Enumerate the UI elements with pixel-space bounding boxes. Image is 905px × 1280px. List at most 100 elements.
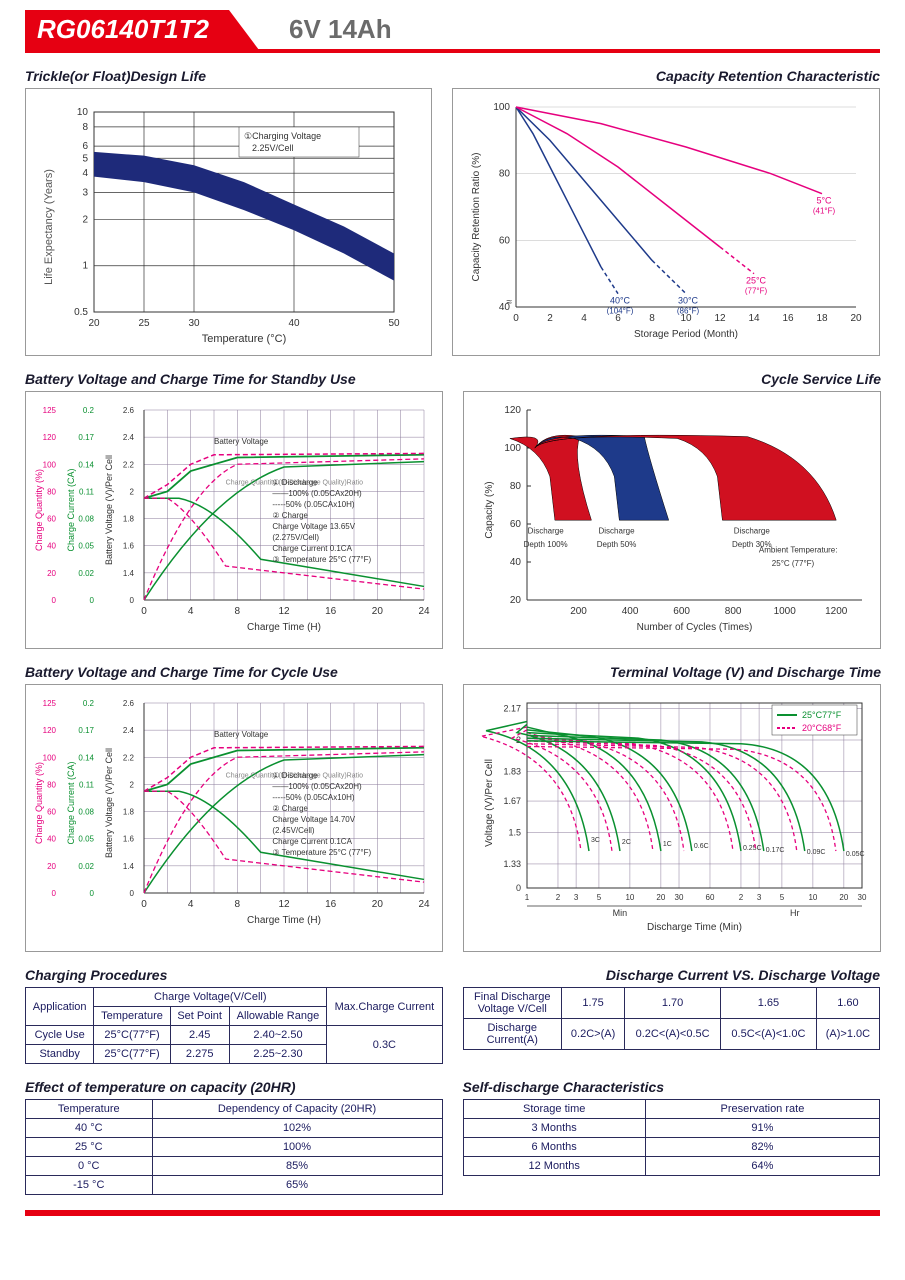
svg-text:Number of Cycles (Times): Number of Cycles (Times): [637, 622, 753, 633]
svg-text:Charge Current (CA): Charge Current (CA): [66, 761, 76, 844]
svg-text:20: 20: [656, 893, 665, 902]
svg-text:Battery Voltage: Battery Voltage: [214, 437, 269, 446]
svg-text:18: 18: [816, 313, 828, 324]
svg-text:(2.275V/Cell): (2.275V/Cell): [272, 533, 319, 542]
svg-text:80: 80: [499, 169, 511, 180]
svg-text:0: 0: [516, 883, 521, 893]
svg-text:Life Expectancy (Years): Life Expectancy (Years): [43, 169, 55, 285]
svg-text:20: 20: [88, 318, 100, 329]
svg-text:6: 6: [82, 141, 88, 152]
svg-text:12: 12: [278, 899, 290, 910]
svg-text:80: 80: [510, 481, 522, 492]
svg-text:1.4: 1.4: [123, 569, 135, 578]
svg-text:1.8: 1.8: [123, 515, 135, 524]
svg-text:20: 20: [850, 313, 862, 324]
svg-text:25°C77°F: 25°C77°F: [802, 710, 842, 720]
svg-text:4: 4: [82, 168, 88, 179]
svg-text:2: 2: [130, 487, 135, 496]
svg-text:0: 0: [130, 889, 135, 898]
svg-text:1C: 1C: [663, 841, 672, 848]
svg-text:20: 20: [510, 595, 522, 606]
svg-text:0.11: 0.11: [79, 780, 95, 789]
svg-text:0.2: 0.2: [83, 406, 95, 415]
svg-text:Charge Current 0.1CA: Charge Current 0.1CA: [272, 544, 352, 553]
svg-text:0: 0: [90, 596, 95, 605]
svg-text:4: 4: [188, 899, 194, 910]
svg-text:3C: 3C: [591, 837, 600, 844]
svg-text:8: 8: [649, 313, 655, 324]
svg-text:① Discharge: ① Discharge: [272, 771, 318, 780]
svg-text:——100% (0.05CAx20H): ——100% (0.05CAx20H): [272, 782, 362, 791]
svg-text:30°C: 30°C: [678, 296, 699, 306]
svg-text:8: 8: [235, 899, 241, 910]
svg-text:(41°F): (41°F): [813, 207, 836, 216]
svg-text:3: 3: [757, 893, 762, 902]
svg-text:20: 20: [47, 569, 56, 578]
svg-text:0.08: 0.08: [78, 515, 94, 524]
svg-text:50: 50: [388, 318, 400, 329]
svg-text:Voltage (V)/Per Cell: Voltage (V)/Per Cell: [484, 759, 495, 847]
svg-text:120: 120: [504, 405, 521, 416]
svg-text:5: 5: [780, 893, 785, 902]
svg-text:25: 25: [138, 318, 150, 329]
svg-text:60: 60: [47, 515, 56, 524]
svg-text:(77°F): (77°F): [745, 287, 768, 296]
svg-text:1000: 1000: [774, 606, 797, 617]
chart6: 1.331.51.671.8322.1701235102030602351020…: [463, 684, 881, 952]
chart1-title: Trickle(or Float)Design Life: [25, 68, 432, 84]
svg-text:③ Temperature 25°C (77°F): ③ Temperature 25°C (77°F): [272, 555, 371, 564]
table2-title: Discharge Current VS. Discharge Voltage: [463, 967, 881, 983]
svg-text:4: 4: [188, 606, 194, 617]
svg-text:Depth 100%: Depth 100%: [524, 540, 568, 549]
svg-text:1.5: 1.5: [508, 828, 521, 838]
svg-text:Ambient Temperature:: Ambient Temperature:: [759, 546, 838, 555]
svg-text:16: 16: [325, 606, 337, 617]
svg-text:Charge Quantity (%): Charge Quantity (%): [34, 762, 44, 844]
svg-text:60: 60: [47, 808, 56, 817]
svg-text:8: 8: [235, 606, 241, 617]
svg-text:40: 40: [47, 835, 56, 844]
svg-text:2C: 2C: [622, 839, 631, 846]
svg-text:(104°F): (104°F): [607, 307, 634, 316]
svg-text:2: 2: [130, 780, 135, 789]
charging-procedures-table: ApplicationCharge Voltage(V/Cell)Max.Cha…: [25, 987, 443, 1064]
svg-text:Charge Time (H): Charge Time (H): [247, 622, 321, 633]
table4-title: Self-discharge Characteristics: [463, 1079, 881, 1095]
svg-text:Charge Voltage 14.70V: Charge Voltage 14.70V: [272, 815, 355, 824]
svg-text:120: 120: [43, 433, 57, 442]
svg-text:400: 400: [622, 606, 639, 617]
svg-text:① Discharge: ① Discharge: [272, 478, 318, 487]
svg-text:40°C: 40°C: [610, 296, 631, 306]
svg-text:0.25C: 0.25C: [743, 845, 762, 852]
svg-text:Discharge: Discharge: [599, 527, 636, 536]
svg-text:0.17C: 0.17C: [766, 847, 785, 854]
svg-text:Charge Voltage 13.65V: Charge Voltage 13.65V: [272, 522, 355, 531]
svg-text:600: 600: [673, 606, 690, 617]
table1-title: Charging Procedures: [25, 967, 443, 983]
chart5: 0481216202402040608010012012500.020.050.…: [25, 684, 443, 952]
chart3: 0481216202402040608010012012500.020.050.…: [25, 391, 443, 649]
svg-text:2.6: 2.6: [123, 406, 135, 415]
svg-text:0.02: 0.02: [78, 862, 94, 871]
svg-text:60: 60: [510, 519, 522, 530]
svg-text:4: 4: [581, 313, 587, 324]
svg-text:0.11: 0.11: [79, 487, 95, 496]
chart2-title: Capacity Retention Characteristic: [452, 68, 880, 84]
svg-text:800: 800: [725, 606, 742, 617]
header: RG06140T1T2 6V 14Ah: [25, 10, 880, 53]
svg-text:8: 8: [82, 122, 88, 133]
svg-text:0: 0: [52, 596, 57, 605]
svg-text:Charge Quantity (%): Charge Quantity (%): [34, 469, 44, 551]
svg-text:100: 100: [504, 443, 521, 454]
svg-text:12: 12: [714, 313, 726, 324]
svg-text:24: 24: [418, 606, 430, 617]
svg-text:2.6: 2.6: [123, 699, 135, 708]
svg-text:40: 40: [510, 557, 522, 568]
svg-text:2.17: 2.17: [503, 704, 521, 714]
svg-text:20: 20: [47, 862, 56, 871]
svg-text:≈: ≈: [507, 297, 513, 308]
chart5-title: Battery Voltage and Charge Time for Cycl…: [25, 664, 443, 680]
svg-text:Storage Period (Month): Storage Period (Month): [634, 329, 738, 340]
svg-text:125: 125: [43, 699, 57, 708]
svg-text:1.6: 1.6: [123, 542, 135, 551]
